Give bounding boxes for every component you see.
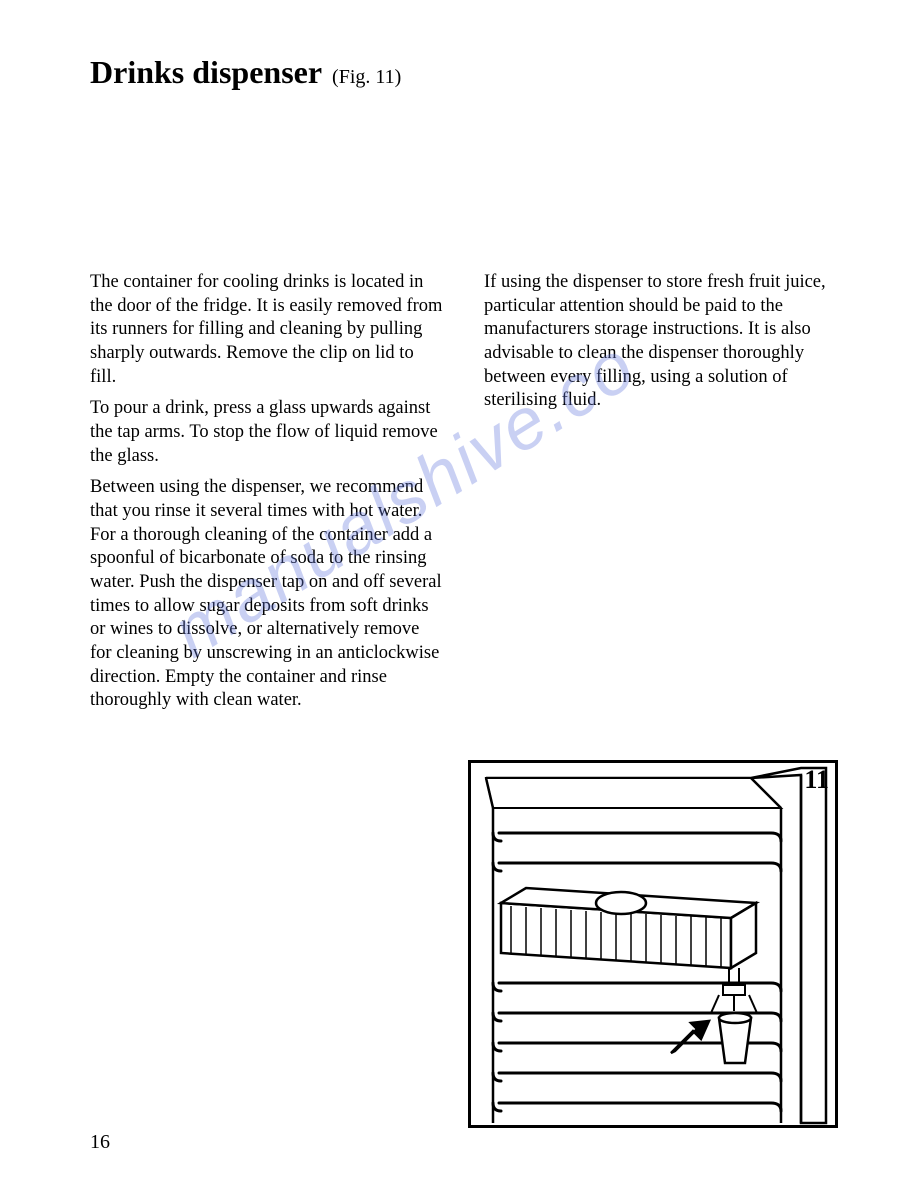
figure-11: 11 [468,760,838,1140]
manual-page: manualshive.co Drinks dispenser (Fig. 11… [0,0,918,1188]
paragraph: Between using the dispenser, we recommen… [90,476,444,713]
figure-frame: 11 [468,760,838,1128]
right-column: If using the dispenser to store fresh fr… [484,271,838,721]
page-number: 16 [90,1131,110,1154]
paragraph: The container for cooling drinks is loca… [90,271,444,389]
title-sub: (Fig. 11) [332,66,401,88]
title-main: Drinks dispenser [90,54,322,90]
paragraph: To pour a drink, press a glass upwards a… [90,397,444,468]
paragraph: If using the dispenser to store fresh fr… [484,271,838,413]
page-title: Drinks dispenser (Fig. 11) [90,54,838,91]
figure-number: 11 [804,765,829,795]
dispenser-illustration [471,763,838,1128]
left-column: The container for cooling drinks is loca… [90,271,444,721]
text-columns: The container for cooling drinks is loca… [90,271,838,721]
